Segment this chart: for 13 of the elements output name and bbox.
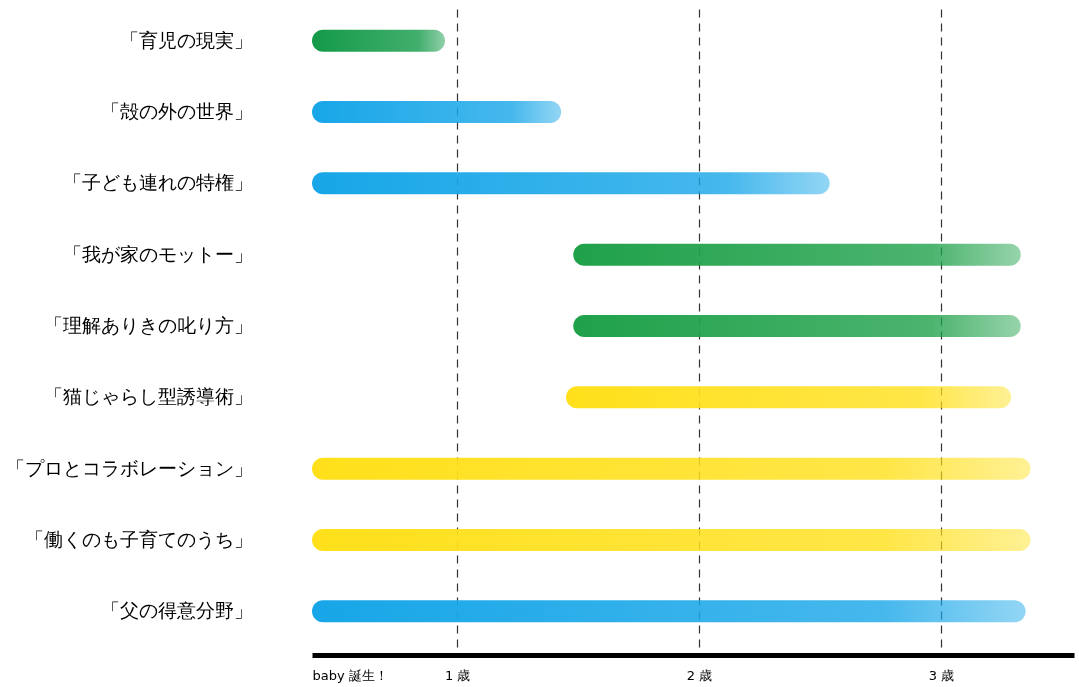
y-tick-label: 「プロとコラボレーション」 xyxy=(5,456,253,479)
y-tick-label: 「父の得意分野」 xyxy=(100,599,253,622)
y-tick-label: 「我が家のモットー」 xyxy=(62,242,253,265)
y-tick-label: 「理解ありきの叱り方」 xyxy=(43,314,253,336)
y-tick-label: 「猫じゃらし型誘導術」 xyxy=(43,385,253,408)
y-tick-label: 「子ども連れの特権」 xyxy=(62,171,253,194)
x-tick-label: baby 誕生！ xyxy=(312,667,388,683)
x-tick-label: 2 歳 xyxy=(686,667,713,683)
x-tick-label: 1 歳 xyxy=(444,667,471,683)
x-tick-label: 3 歳 xyxy=(928,667,955,683)
y-tick-label: 「殻の外の世界」 xyxy=(100,100,253,122)
y-tick-label: 「育児の現実」 xyxy=(119,28,253,51)
y-tick-label: 「働くのも子育てのうち」 xyxy=(24,528,253,550)
